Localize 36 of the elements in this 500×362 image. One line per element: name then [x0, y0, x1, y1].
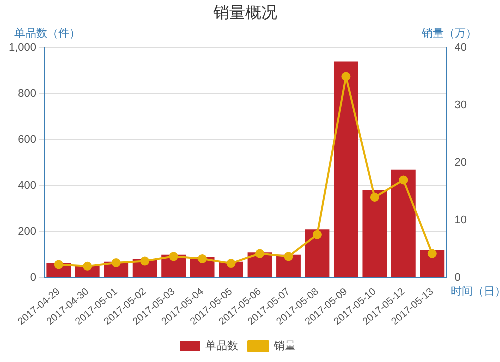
- y2-tick-label: 20: [454, 156, 468, 169]
- y-tick-label: 1,000: [8, 42, 37, 54]
- y-tick-label: 400: [18, 180, 37, 192]
- point: [370, 192, 380, 202]
- bar: [420, 250, 445, 278]
- legend-label: 销量: [273, 340, 296, 353]
- point: [399, 176, 408, 185]
- point: [312, 230, 322, 240]
- point: [54, 260, 64, 270]
- bar: [334, 62, 358, 278]
- point: [198, 254, 208, 264]
- y2-tick-label: 0: [454, 272, 461, 284]
- legend-label: 单品数: [206, 340, 238, 353]
- point: [112, 258, 121, 268]
- point: [256, 249, 265, 258]
- bar: [391, 170, 416, 278]
- bar: [362, 190, 388, 278]
- bar: [305, 230, 330, 278]
- point: [284, 252, 294, 262]
- y-axis-title: 单品数（件）: [14, 26, 81, 40]
- x-axis-title: 时间（日）: [450, 284, 500, 298]
- y-tick-label: 600: [18, 134, 37, 146]
- y-tick-label: 0: [30, 272, 37, 284]
- y-tick-label: 200: [18, 226, 37, 238]
- chart-title: 销量概况: [212, 3, 278, 22]
- point: [83, 262, 92, 271]
- y2-tick-label: 30: [454, 100, 468, 112]
- point: [342, 72, 351, 82]
- point: [428, 249, 437, 258]
- y-tick-label: 800: [18, 88, 37, 100]
- y2-tick-label: 40: [454, 42, 468, 54]
- point: [226, 259, 236, 268]
- point: [169, 252, 178, 262]
- y2-tick-label: 10: [454, 214, 468, 226]
- point: [140, 256, 150, 266]
- y2-axis-title: 销量（万）: [420, 26, 477, 40]
